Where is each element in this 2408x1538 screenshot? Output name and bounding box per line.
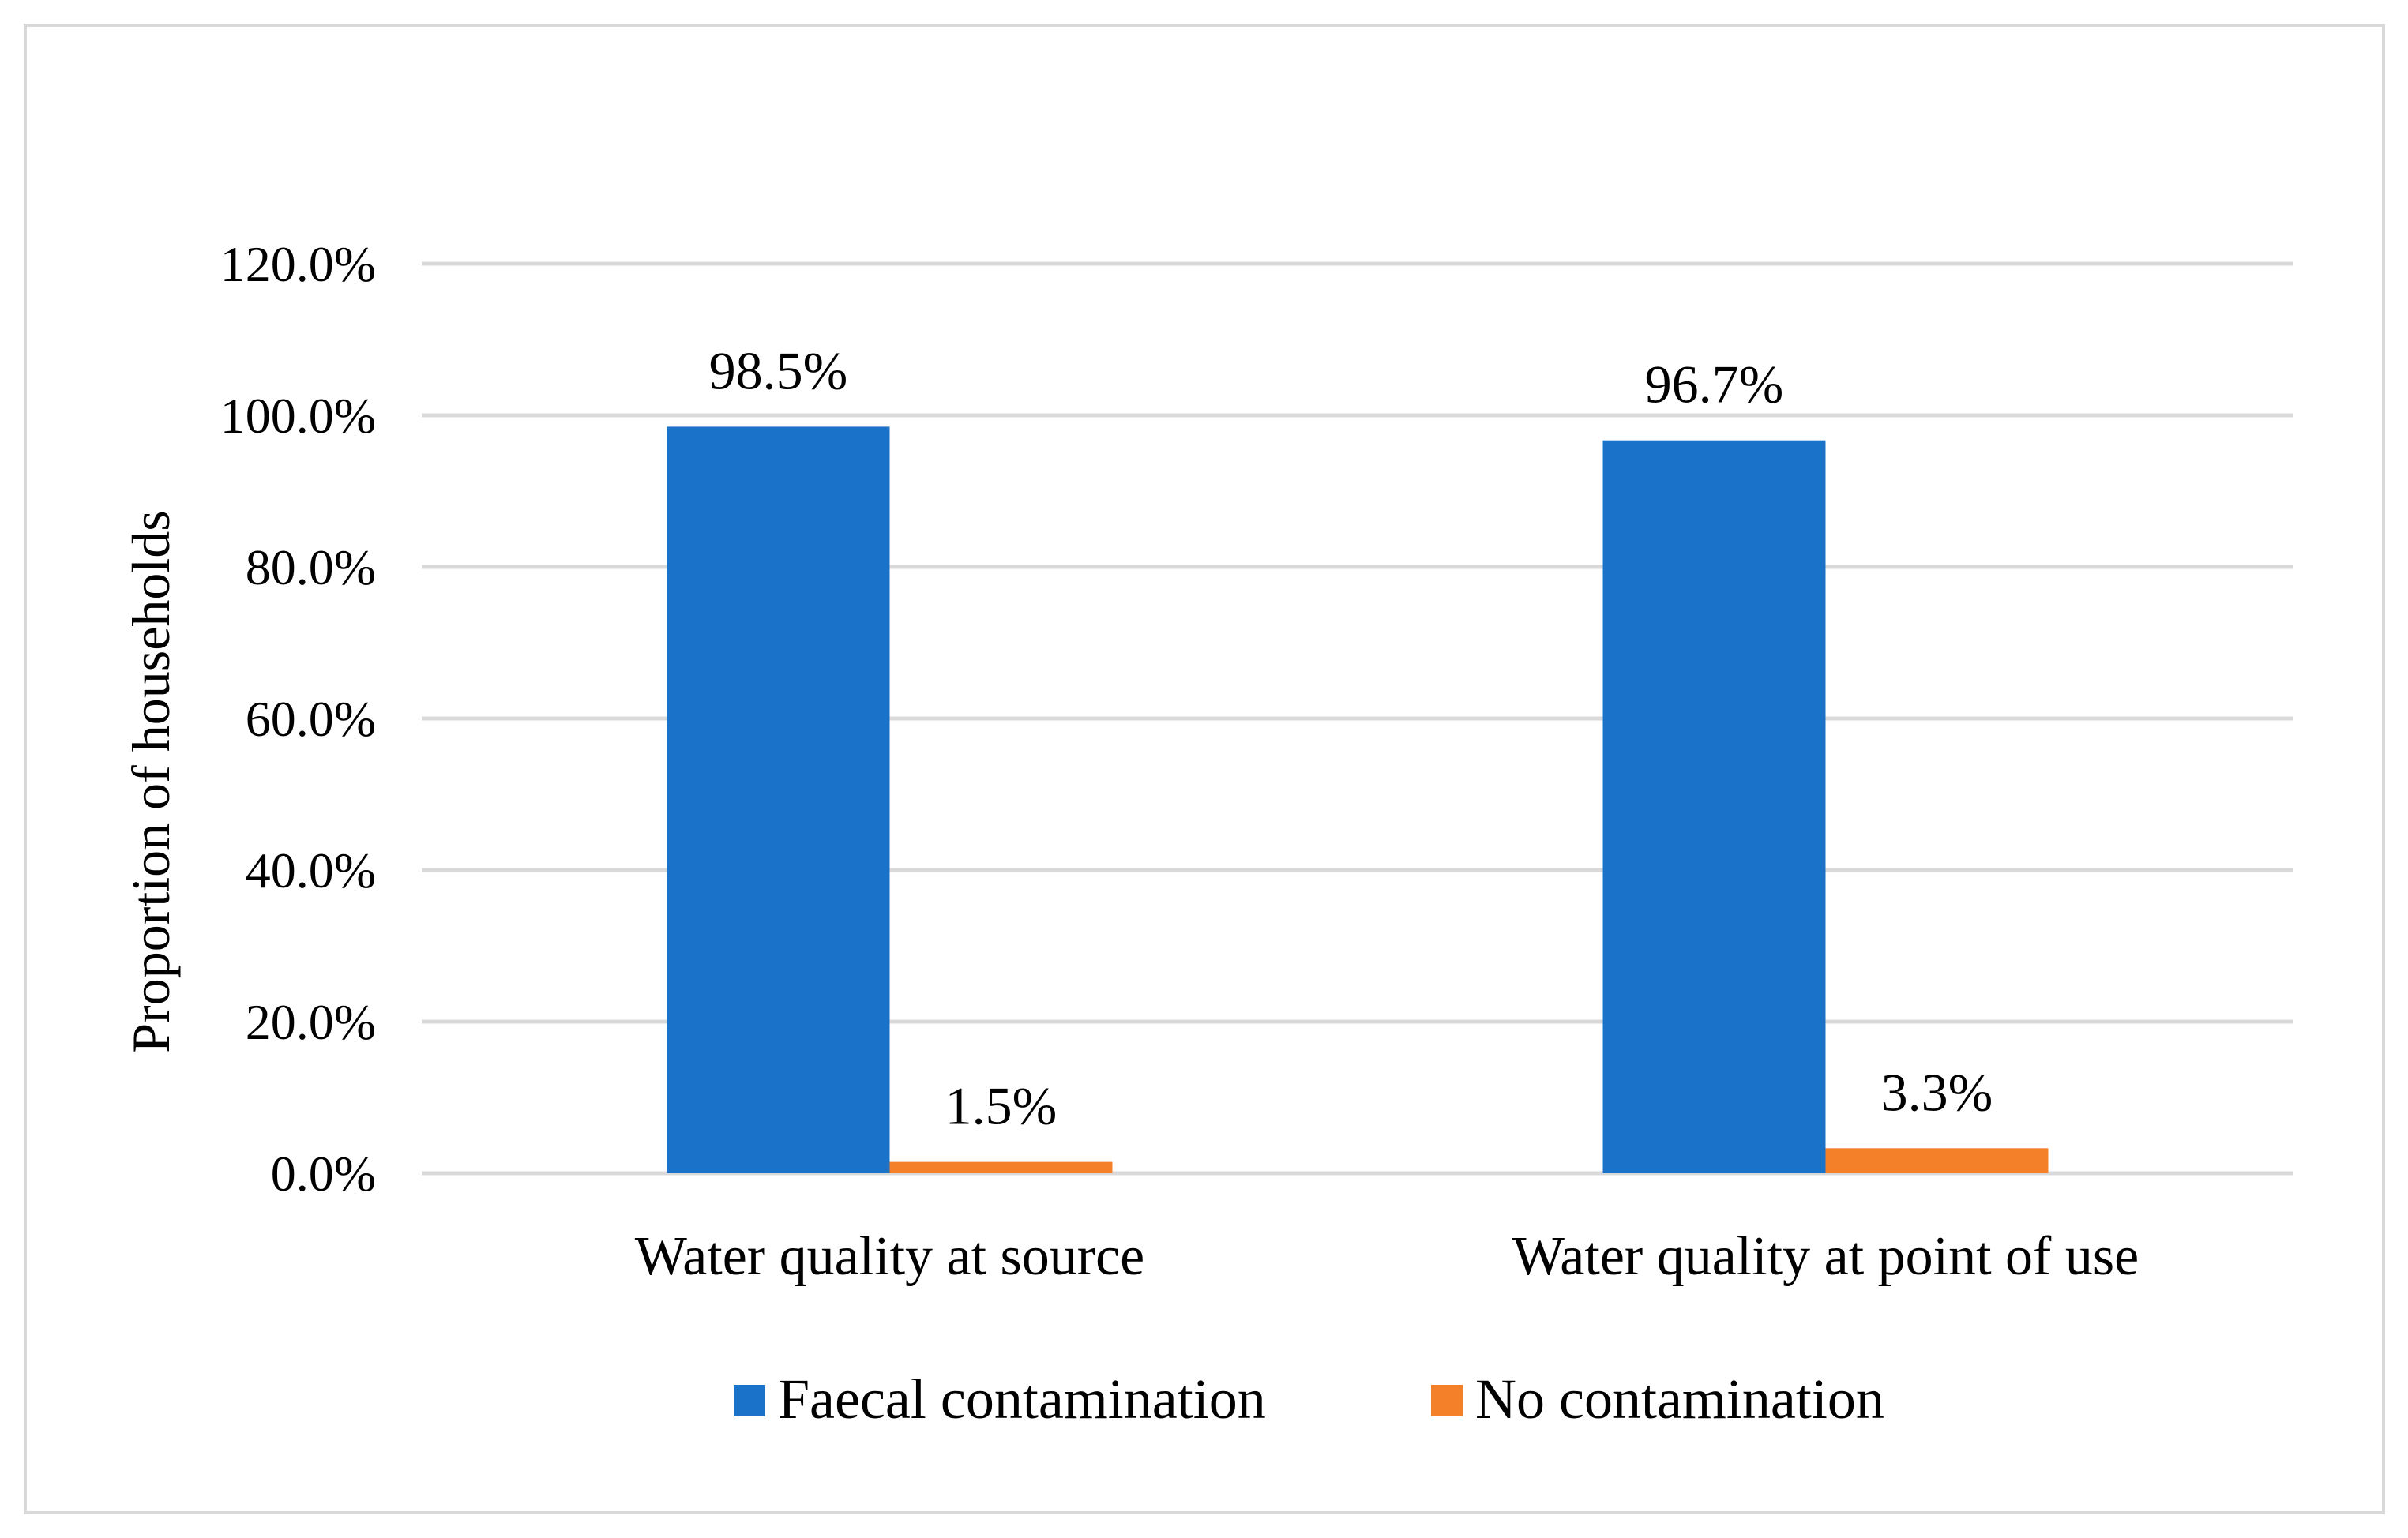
y-axis-title: Proportion of households [121, 510, 181, 1053]
data-labels: 98.5% 1.5% 96.7% 3.3% [709, 340, 1993, 1135]
data-label: 1.5% [945, 1076, 1057, 1136]
legend-swatch [1431, 1385, 1463, 1416]
y-tick-label: 60.0% [246, 691, 376, 747]
bars [667, 426, 2049, 1173]
bar-no-contamination [889, 1161, 1113, 1173]
y-tick-label: 20.0% [246, 994, 376, 1050]
bar-no-contamination [1825, 1148, 2049, 1173]
y-tick-label: 100.0% [220, 388, 376, 444]
legend: Faecal contamination No contamination [734, 1367, 1884, 1431]
data-label: 96.7% [1645, 354, 1784, 415]
data-label: 3.3% [1881, 1062, 1993, 1122]
legend-label: No contamination [1475, 1367, 1884, 1431]
x-axis-categories: Water quality at source Water quality at … [635, 1226, 2139, 1287]
y-tick-label: 0.0% [271, 1146, 376, 1202]
x-category-label: Water quality at source [635, 1226, 1144, 1287]
legend-label: Faecal contamination [778, 1367, 1266, 1431]
x-category-label: Water quality at point of use [1512, 1226, 2139, 1287]
bar-faecal-contamination [667, 426, 890, 1173]
y-tick-label: 80.0% [246, 539, 376, 595]
bar-faecal-contamination [1602, 440, 1826, 1173]
y-tick-label: 120.0% [220, 236, 376, 292]
y-tick-label: 40.0% [246, 842, 376, 898]
y-axis-ticks: 0.0% 20.0% 40.0% 60.0% 80.0% 100.0% 120.0% [220, 236, 376, 1202]
legend-swatch [734, 1385, 765, 1416]
data-label: 98.5% [709, 340, 848, 400]
chart-frame: 0.0% 20.0% 40.0% 60.0% 80.0% 100.0% 120.0% 98.… [24, 24, 2385, 1514]
bar-chart: 0.0% 20.0% 40.0% 60.0% 80.0% 100.0% 120.0% 98.… [121, 236, 2293, 1431]
